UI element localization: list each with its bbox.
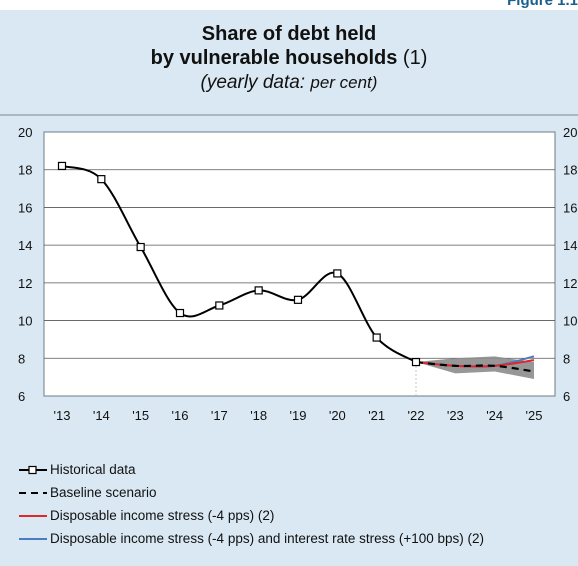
- y-tick-label-right: 12: [563, 276, 577, 291]
- legend-swatch-rate: [19, 538, 47, 540]
- y-tick-label-left: 8: [18, 351, 25, 366]
- y-tick-label-left: 14: [18, 238, 32, 253]
- legend-label: Historical data: [50, 462, 136, 477]
- line-chart: 6 8 10 12 14 16 18 20 6 8 10 12 14 16 18 20 '13 '14 '15 '16…: [18, 125, 577, 423]
- historical-point: [372, 333, 381, 342]
- x-tick-label: '25: [526, 408, 543, 423]
- plot-area: [43, 131, 556, 397]
- chart-subtitle: (yearly data: per cent): [0, 70, 578, 96]
- historical-point: [254, 286, 263, 295]
- chart-title-area: Share of debt held by vulnerable househo…: [0, 10, 578, 110]
- historical-point: [215, 301, 224, 310]
- series-line-baseline: [415, 360, 535, 373]
- x-tick-label: '16: [172, 408, 189, 423]
- legend-item-historical: Historical data: [18, 458, 578, 481]
- y-tick-label-left: 18: [18, 163, 32, 178]
- scenario-range-band: [416, 356, 534, 380]
- legend-label: Disposable income stress (-4 pps) (2): [50, 508, 275, 523]
- x-tick-label: '21: [368, 408, 385, 423]
- y-tick-label-left: 12: [18, 276, 32, 291]
- x-tick-label: '22: [408, 408, 425, 423]
- x-tick-label: '18: [250, 408, 267, 423]
- x-tick-label: '15: [132, 408, 149, 423]
- x-tick-label: '24: [486, 408, 503, 423]
- x-tick-label: '23: [447, 408, 464, 423]
- y-tick-label-left: 20: [18, 125, 32, 140]
- legend-item-rate: Disposable income stress (-4 pps) and in…: [18, 527, 578, 550]
- chart-title-line2: by vulnerable households (1): [0, 46, 578, 70]
- legend-swatch-baseline: [19, 492, 47, 494]
- y-tick-label-right: 8: [563, 351, 570, 366]
- legend-item-income: Disposable income stress (-4 pps) (2): [18, 504, 578, 527]
- legend-label: Baseline scenario: [50, 485, 157, 500]
- x-tick-label: '17: [211, 408, 228, 423]
- chart-title-note: (1): [397, 47, 428, 69]
- historical-point: [411, 357, 421, 367]
- y-tick-label-right: 6: [563, 389, 570, 404]
- chart-subtitle-unit: per cent): [310, 73, 378, 92]
- historical-point: [175, 308, 185, 318]
- y-tick-label-right: 18: [563, 163, 577, 178]
- chart-title-line2-main: by vulnerable households: [150, 47, 398, 69]
- figure-label: Figure 1.1: [498, 0, 578, 8]
- y-tick-label-right: 10: [563, 314, 577, 329]
- x-tick-label: '20: [329, 408, 346, 423]
- y-tick-label-right: 20: [563, 125, 577, 140]
- legend-label: Disposable income stress (-4 pps) and in…: [50, 531, 485, 546]
- historical-point: [57, 161, 67, 171]
- historical-point: [97, 175, 106, 184]
- y-tick-label-right: 16: [563, 200, 577, 215]
- y-tick-label-right: 14: [563, 238, 577, 253]
- title-divider: [0, 114, 578, 116]
- legend-swatch-marker: [28, 465, 37, 475]
- series-line-historical: [61, 164, 417, 363]
- legend-item-baseline: Baseline scenario: [18, 481, 578, 504]
- chart-title-line1: Share of debt held: [201, 23, 377, 45]
- x-tick-label: '13: [54, 408, 71, 423]
- x-tick-label: '19: [290, 408, 307, 423]
- historical-point: [333, 269, 342, 278]
- chart-panel: Share of debt held by vulnerable househo…: [0, 10, 578, 566]
- y-tick-label-left: 10: [18, 314, 32, 329]
- chart-subtitle-main: (yearly data:: [200, 72, 311, 93]
- historical-point: [293, 295, 303, 304]
- legend: Historical data Baseline scenario Disposab…: [18, 458, 578, 550]
- y-tick-label-left: 6: [18, 389, 25, 404]
- historical-point: [136, 242, 145, 252]
- y-tick-label-left: 16: [18, 200, 32, 215]
- x-tick-label: '14: [93, 408, 110, 423]
- legend-swatch-income: [19, 515, 47, 517]
- legend-swatch-historical: [19, 465, 47, 475]
